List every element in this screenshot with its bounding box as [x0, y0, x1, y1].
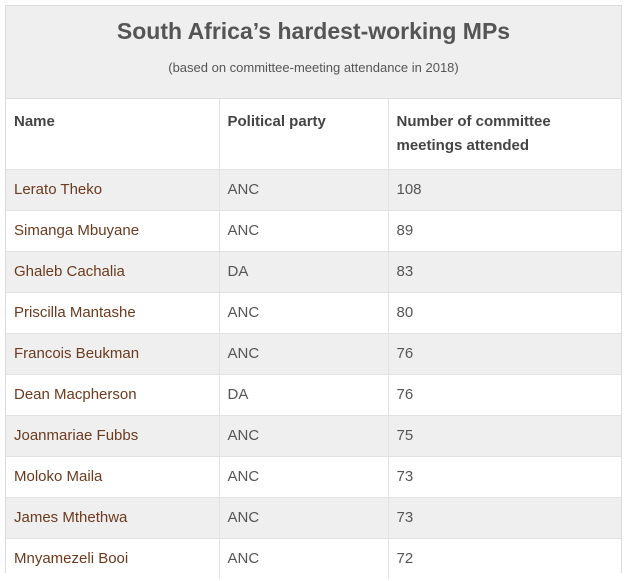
cell-meetings: 75	[388, 415, 621, 457]
cell-name: Francois Beukman	[6, 333, 220, 375]
cell-party: ANC	[219, 497, 389, 539]
column-header-party: Political party	[219, 99, 389, 170]
table-row: Mnyamezeli Booi ANC 72	[6, 538, 621, 579]
cell-name: Mnyamezeli Booi	[6, 538, 220, 579]
table-row: Ghaleb Cachalia DA 83	[6, 251, 621, 293]
table-row: Dean Macpherson DA 76	[6, 374, 621, 416]
table-caption: South Africa’s hardest-working MPs (base…	[6, 6, 621, 99]
cell-party: ANC	[219, 292, 389, 334]
cell-name: Moloko Maila	[6, 456, 220, 498]
table-row: Moloko Maila ANC 73	[6, 456, 621, 498]
cell-name: Joanmariae Fubbs	[6, 415, 220, 457]
cell-party: ANC	[219, 333, 389, 375]
table-row: James Mthethwa ANC 73	[6, 497, 621, 539]
cell-name: Ghaleb Cachalia	[6, 251, 220, 293]
cell-party: ANC	[219, 415, 389, 457]
table-header-row: Name Political party Number of committee…	[6, 99, 621, 170]
cell-meetings: 76	[388, 333, 621, 375]
cell-name: Dean Macpherson	[6, 374, 220, 416]
table-row: Joanmariae Fubbs ANC 75	[6, 415, 621, 457]
cell-meetings: 76	[388, 374, 621, 416]
cell-party: ANC	[219, 169, 389, 211]
cell-party: DA	[219, 374, 389, 416]
cell-party: ANC	[219, 456, 389, 498]
cell-party: ANC	[219, 210, 389, 252]
table-title: South Africa’s hardest-working MPs	[116, 18, 511, 44]
cell-name: James Mthethwa	[6, 497, 220, 539]
column-header-meetings: Number of committee meetings attended	[388, 99, 621, 170]
cell-meetings: 73	[388, 456, 621, 498]
cell-meetings: 108	[388, 169, 621, 211]
mp-attendance-table: Name Political party Number of committee…	[6, 99, 621, 579]
table-subtitle: (based on committee-meeting attendance i…	[168, 60, 459, 75]
cell-party: ANC	[219, 538, 389, 579]
table-row: Priscilla Mantashe ANC 80	[6, 292, 621, 334]
cell-meetings: 83	[388, 251, 621, 293]
column-header-name: Name	[6, 99, 220, 170]
cell-meetings: 72	[388, 538, 621, 579]
cell-meetings: 73	[388, 497, 621, 539]
cell-party: DA	[219, 251, 389, 293]
cell-name: Simanga Mbuyane	[6, 210, 220, 252]
cell-meetings: 89	[388, 210, 621, 252]
table-row: Francois Beukman ANC 76	[6, 333, 621, 375]
mp-attendance-table-card: South Africa’s hardest-working MPs (base…	[5, 5, 622, 579]
cell-name: Priscilla Mantashe	[6, 292, 220, 334]
table-row: Lerato Theko ANC 108	[6, 169, 621, 211]
cell-meetings: 80	[388, 292, 621, 334]
cell-name: Lerato Theko	[6, 169, 220, 211]
table-row: Simanga Mbuyane ANC 89	[6, 210, 621, 252]
